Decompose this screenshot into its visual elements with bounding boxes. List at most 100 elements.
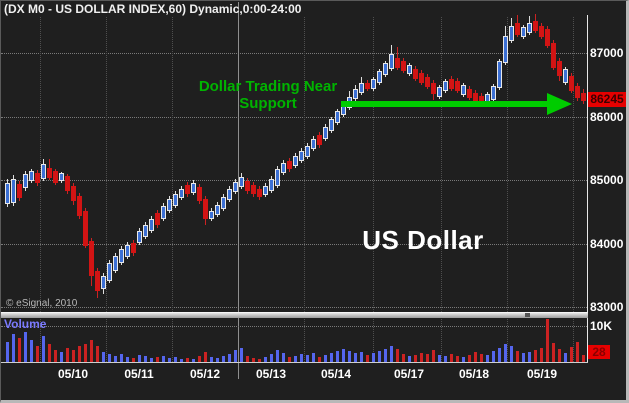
candle-body xyxy=(35,173,40,183)
volume-bar xyxy=(318,356,321,362)
candle-body xyxy=(239,177,244,187)
volume-bar xyxy=(270,354,273,362)
day-boundary-gridline xyxy=(441,17,442,362)
day-boundary-gridline xyxy=(373,17,374,362)
volume-bar xyxy=(36,346,39,362)
volume-bar xyxy=(108,354,111,362)
volume-bar xyxy=(276,350,279,362)
volume-bar xyxy=(468,355,471,362)
volume-bar xyxy=(198,355,201,362)
candle-body xyxy=(71,186,76,201)
candle-body xyxy=(551,42,556,68)
pane-splitter-handle[interactable] xyxy=(525,313,530,317)
volume-bar xyxy=(180,359,183,362)
volume-bar xyxy=(462,356,465,362)
support-annotation: Dollar Trading Near Support xyxy=(179,78,357,112)
candle-body xyxy=(383,62,388,75)
volume-bar xyxy=(174,356,177,362)
candle-body xyxy=(515,23,520,35)
pane-splitter[interactable] xyxy=(1,312,588,318)
volume-bar xyxy=(282,353,285,362)
volume-bar xyxy=(138,355,141,362)
candle-body xyxy=(539,26,544,38)
week-divider-line xyxy=(238,2,239,379)
candle-body xyxy=(317,134,322,146)
candle-body xyxy=(527,23,532,33)
candle-body xyxy=(131,242,136,254)
volume-bar xyxy=(420,353,423,362)
volume-bar xyxy=(162,355,165,362)
volume-bar xyxy=(312,353,315,362)
day-boundary-gridline xyxy=(172,17,173,362)
volume-bar xyxy=(546,319,549,362)
candle-body xyxy=(275,168,280,187)
volume-bar xyxy=(168,358,171,362)
volume-bar xyxy=(222,355,225,362)
price-gridline xyxy=(1,180,587,181)
candle-body xyxy=(293,155,298,167)
y-axis-label: 83000 xyxy=(590,300,624,314)
price-gridline xyxy=(1,53,587,54)
candle-body xyxy=(479,95,484,105)
volume-bar xyxy=(390,346,393,362)
candle-body xyxy=(47,167,52,179)
candle-body xyxy=(269,179,274,192)
candle-body xyxy=(23,173,28,188)
x-axis-label: 05/18 xyxy=(458,367,490,381)
candle-body xyxy=(371,79,376,89)
candle-body xyxy=(227,188,232,200)
volume-bar xyxy=(192,359,195,362)
candle-body xyxy=(437,86,442,97)
volume-bar xyxy=(324,355,327,362)
x-axis-label: 05/11 xyxy=(124,367,154,381)
volume-bar xyxy=(30,340,33,362)
volume-bar xyxy=(42,336,45,362)
candle-body xyxy=(461,85,466,95)
volume-bar xyxy=(132,358,135,362)
candle-body xyxy=(581,93,586,101)
volume-bar xyxy=(78,346,81,362)
volume-bar xyxy=(246,355,249,362)
candle-body xyxy=(299,151,304,161)
volume-bar xyxy=(570,346,573,362)
volume-pane-label: Volume xyxy=(4,317,47,331)
volume-bar xyxy=(330,353,333,362)
price-gridline xyxy=(1,243,587,245)
price-axis-line xyxy=(587,15,588,363)
candle-body xyxy=(263,186,268,195)
volume-bar xyxy=(432,350,435,362)
volume-bar xyxy=(402,354,405,362)
candle-body xyxy=(101,275,106,289)
candle-body xyxy=(377,71,382,83)
candle-body xyxy=(407,65,412,74)
candle-body xyxy=(143,225,148,238)
support-annotation-line1: Dollar Trading Near xyxy=(198,78,338,95)
volume-bar xyxy=(24,332,27,362)
candle-body xyxy=(563,68,568,83)
candle-body xyxy=(125,245,130,257)
volume-bar xyxy=(564,353,567,362)
volume-bar xyxy=(348,350,351,362)
day-boundary-gridline xyxy=(106,17,107,362)
y-axis-label: 86000 xyxy=(590,109,624,124)
candle-body xyxy=(197,186,202,201)
volume-bar xyxy=(216,358,219,362)
volume-bar xyxy=(522,353,525,362)
candle-body xyxy=(149,219,154,231)
candle-body xyxy=(353,88,358,100)
candle-body xyxy=(503,35,508,63)
volume-bar xyxy=(96,346,99,362)
candle-body xyxy=(113,255,118,272)
candle-body xyxy=(491,86,496,100)
day-boundary-gridline xyxy=(40,17,41,362)
candle-body xyxy=(137,231,142,243)
volume-bar xyxy=(258,359,261,362)
candle-body xyxy=(287,160,292,169)
y-axis-label: 84000 xyxy=(590,236,624,251)
candle-body xyxy=(167,199,172,212)
volume-bar xyxy=(558,349,561,362)
candle-body xyxy=(53,171,58,183)
volume-bar xyxy=(396,349,399,362)
candle-body xyxy=(119,248,124,263)
